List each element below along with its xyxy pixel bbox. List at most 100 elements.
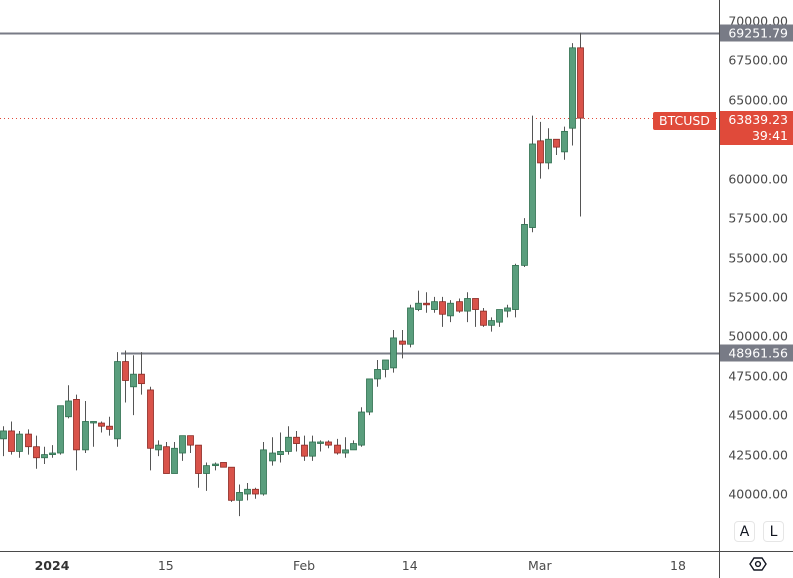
candle[interactable]	[325, 440, 332, 449]
time-tick: 14	[401, 558, 418, 573]
candle[interactable]	[374, 359, 381, 387]
price-tick: 40000.00	[728, 486, 788, 502]
candle[interactable]	[488, 317, 495, 332]
price-tick: 55000.00	[728, 250, 788, 265]
candle[interactable]	[309, 435, 316, 461]
candle[interactable]	[480, 307, 487, 327]
candlestick-canvas[interactable]	[0, 0, 719, 551]
candle[interactable]	[195, 444, 202, 488]
candle[interactable]	[187, 435, 194, 454]
time-tick: Mar	[528, 558, 552, 573]
candle[interactable]	[114, 352, 121, 447]
candle[interactable]	[260, 441, 267, 496]
candle[interactable]	[269, 437, 276, 466]
candle[interactable]	[252, 487, 259, 499]
settings-icon[interactable]	[749, 556, 767, 576]
candle[interactable]	[25, 429, 32, 455]
candle[interactable]	[163, 441, 170, 474]
candle[interactable]	[439, 296, 446, 327]
price-tick: 60000.00	[728, 171, 788, 187]
candle[interactable]	[464, 292, 471, 323]
candle[interactable]	[138, 352, 145, 395]
candle[interactable]	[553, 138, 560, 156]
candle[interactable]	[456, 298, 463, 313]
candle[interactable]	[423, 292, 430, 313]
candle[interactable]	[342, 437, 349, 458]
candle[interactable]	[244, 482, 251, 501]
price-tick: 70000.00	[728, 13, 788, 29]
price-tick: 42500.00	[728, 447, 788, 463]
candle[interactable]	[57, 405, 64, 455]
candle[interactable]	[228, 466, 235, 502]
candle[interactable]	[203, 462, 210, 491]
candle[interactable]	[0, 426, 7, 457]
candle[interactable]	[529, 115, 536, 233]
time-tick: 2024	[34, 558, 70, 573]
time-axis[interactable]: 2024 15 Feb 14 Mar 18	[0, 551, 719, 578]
candle[interactable]	[130, 355, 137, 416]
price-axis[interactable]: 70000.00 67500.00 65000.00 60000.00 57500.00…	[719, 0, 793, 551]
price-tick: 67500.00	[728, 52, 788, 68]
candle[interactable]	[561, 126, 568, 160]
time-tick: 15	[157, 558, 174, 573]
last-price-value: 63839.23	[728, 112, 788, 127]
candle[interactable]	[73, 394, 80, 471]
candle[interactable]	[122, 350, 129, 403]
candle[interactable]	[415, 290, 422, 312]
chart-plot-area[interactable]: BTCUSD	[0, 0, 719, 551]
time-tick: 18	[670, 558, 686, 573]
price-tick: 50000.00	[728, 328, 788, 344]
candle[interactable]	[537, 121, 544, 179]
candle[interactable]	[350, 440, 357, 451]
candle[interactable]	[98, 421, 105, 433]
candle[interactable]	[301, 435, 308, 461]
last-price-label: 63839.23 39:41	[720, 111, 793, 145]
candle[interactable]	[236, 484, 243, 517]
candle[interactable]	[8, 421, 15, 455]
axis-corner	[719, 551, 793, 578]
candle[interactable]	[472, 298, 479, 327]
bar-countdown: 39:41	[751, 128, 788, 143]
candle[interactable]	[33, 435, 40, 469]
price-tick: 57500.00	[728, 210, 788, 226]
candle[interactable]	[147, 386, 154, 471]
candle[interactable]	[545, 128, 552, 170]
candle[interactable]	[82, 400, 89, 454]
candle[interactable]	[49, 445, 56, 458]
candle[interactable]	[293, 430, 300, 452]
candle[interactable]	[41, 446, 48, 465]
candle[interactable]	[521, 218, 528, 267]
candle[interactable]	[382, 359, 389, 378]
candle[interactable]	[16, 430, 23, 458]
price-tick: 65000.00	[728, 92, 788, 108]
candle[interactable]	[358, 407, 365, 447]
candle[interactable]	[65, 385, 72, 419]
candle[interactable]	[512, 263, 519, 318]
symbol-tag: BTCUSD	[653, 112, 716, 130]
candle[interactable]	[277, 432, 284, 463]
candle[interactable]	[447, 300, 454, 323]
candle[interactable]	[431, 296, 438, 313]
auto-scale-button[interactable]: A	[734, 521, 755, 542]
candle[interactable]	[407, 304, 414, 348]
candle[interactable]	[569, 43, 576, 146]
hline-price-label: 69251.79	[720, 24, 793, 42]
candle[interactable]	[106, 416, 113, 436]
candle[interactable]	[212, 462, 219, 471]
candle[interactable]	[90, 421, 97, 447]
candle[interactable]	[317, 440, 324, 452]
candle[interactable]	[399, 330, 406, 359]
candle[interactable]	[171, 441, 178, 474]
candle[interactable]	[179, 435, 186, 461]
candle[interactable]	[155, 440, 162, 457]
price-tick: 52500.00	[728, 289, 788, 305]
candle[interactable]	[285, 426, 292, 455]
candle[interactable]	[366, 378, 373, 416]
candle[interactable]	[577, 32, 584, 217]
candle[interactable]	[220, 462, 227, 468]
log-scale-button[interactable]: L	[763, 521, 784, 542]
candle[interactable]	[390, 330, 397, 373]
candle[interactable]	[334, 438, 341, 455]
candle[interactable]	[504, 304, 511, 318]
candle[interactable]	[496, 309, 503, 327]
